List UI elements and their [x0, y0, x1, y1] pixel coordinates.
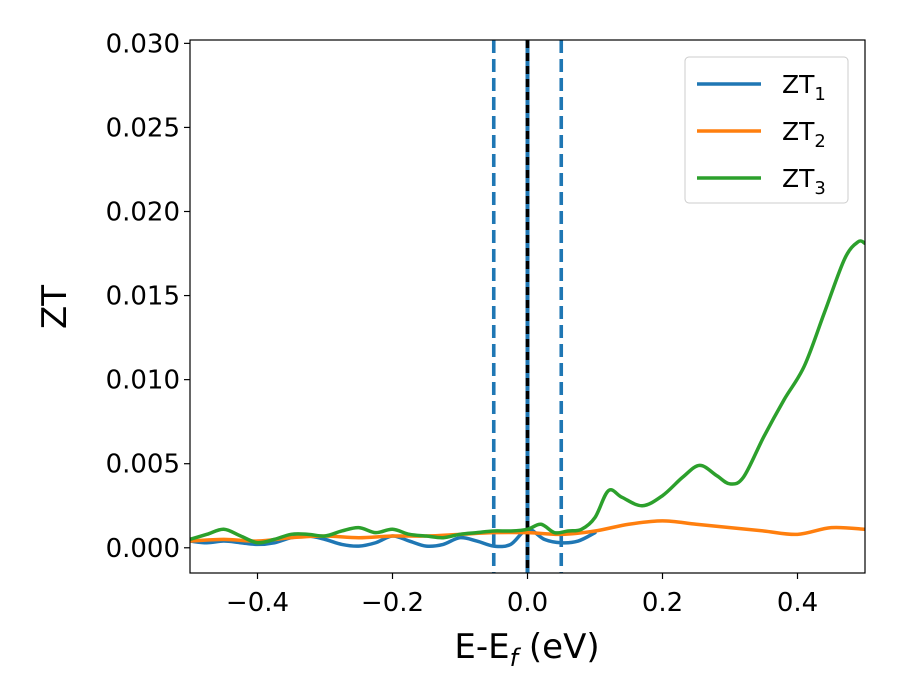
series-line-zt3 [190, 239, 865, 545]
series-layer [190, 239, 865, 549]
y-tick-label: 0.030 [106, 29, 180, 59]
y-tick-label: 0.005 [106, 450, 180, 480]
legend: ZT1 ZT2 ZT3 [684, 56, 849, 204]
y-tick-label: 0.010 [106, 366, 180, 396]
x-tick-label: −0.4 [226, 588, 289, 618]
y-tick-label: 0.020 [106, 198, 180, 228]
y-tick-label: 0.025 [106, 113, 180, 143]
x-tick-label: 0.0 [507, 588, 548, 618]
x-axis: −0.4 −0.2 0.0 0.2 0.4 [226, 573, 818, 618]
y-axis-title: ZT [35, 285, 75, 329]
x-tick-label: 0.2 [642, 588, 683, 618]
x-axis-title-main: E-E [454, 627, 509, 667]
legend-frame [684, 56, 849, 204]
x-axis-title-unit: (eV) [518, 627, 600, 667]
x-tick-label: −0.2 [361, 588, 424, 618]
series-line-zt2 [190, 519, 865, 543]
legend-label-zt1: ZT1 [782, 70, 826, 105]
legend-label-zt2: ZT2 [782, 117, 826, 152]
x-tick-label: 0.4 [777, 588, 818, 618]
legend-label-zt3: ZT3 [782, 164, 826, 199]
x-axis-title: E-Ef (eV) [454, 627, 599, 672]
y-axis: 0.000 0.005 0.010 0.015 0.020 0.025 0.030 [106, 29, 190, 564]
y-tick-label: 0.000 [106, 534, 180, 564]
y-tick-label: 0.015 [106, 282, 180, 312]
reference-lines [491, 40, 564, 573]
